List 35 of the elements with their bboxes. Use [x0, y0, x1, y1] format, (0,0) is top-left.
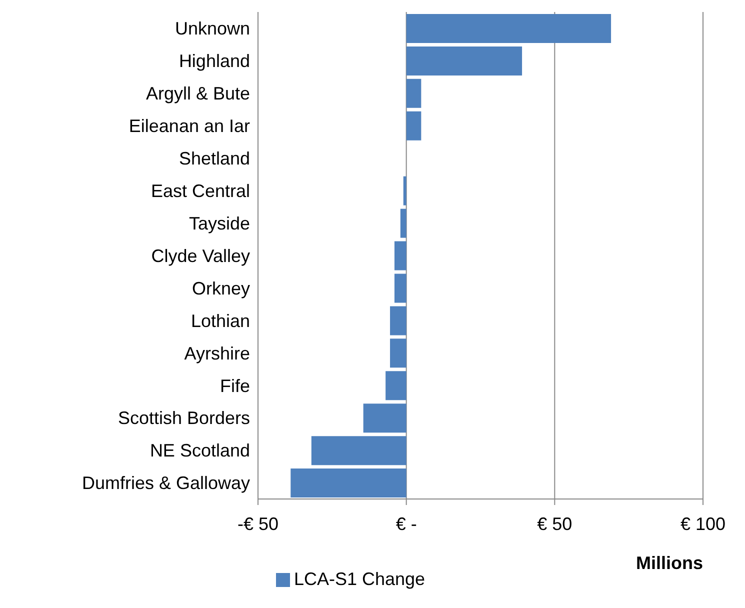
y-tick-label: Scottish Borders: [118, 408, 250, 428]
bar: [406, 46, 522, 76]
bar: [406, 78, 422, 108]
bar: [311, 436, 406, 466]
x-axis-title: Millions: [636, 553, 703, 573]
x-tick-label: € 50: [537, 514, 572, 534]
bar: [290, 468, 406, 498]
y-tick-label: NE Scotland: [150, 440, 250, 461]
bar: [406, 111, 422, 140]
y-tick-label: Shetland: [178, 148, 250, 168]
x-tick-label: € -: [396, 514, 417, 534]
bar: [394, 241, 406, 270]
bar: [403, 176, 406, 206]
y-tick-label: Clyde Valley: [151, 246, 250, 266]
bar: [386, 371, 406, 400]
y-tick-label: Fife: [220, 376, 250, 396]
y-tick-label: Argyll & Bute: [146, 84, 250, 104]
y-tick-label: Lothian: [190, 310, 250, 331]
bar: [390, 306, 406, 336]
bar: [406, 14, 612, 43]
y-tick-label: Tayside: [188, 213, 250, 234]
bar: [363, 404, 406, 433]
bar: [400, 208, 406, 238]
bar: [394, 274, 406, 303]
legend-label: LCA-S1 Change: [294, 569, 426, 589]
y-tick-label: Highland: [178, 51, 250, 72]
y-tick-label: Eileanan an Iar: [128, 116, 250, 136]
bar: [390, 338, 406, 368]
y-tick-label: Dumfries & Galloway: [82, 473, 250, 494]
y-tick-label: East Central: [150, 180, 250, 201]
y-tick-label: Orkney: [192, 278, 250, 298]
y-tick-label: Unknown: [174, 18, 250, 39]
y-tick-label: Ayrshire: [184, 343, 250, 364]
x-tick-label: € 100: [680, 514, 726, 534]
x-tick-label: -€ 50: [237, 514, 279, 534]
